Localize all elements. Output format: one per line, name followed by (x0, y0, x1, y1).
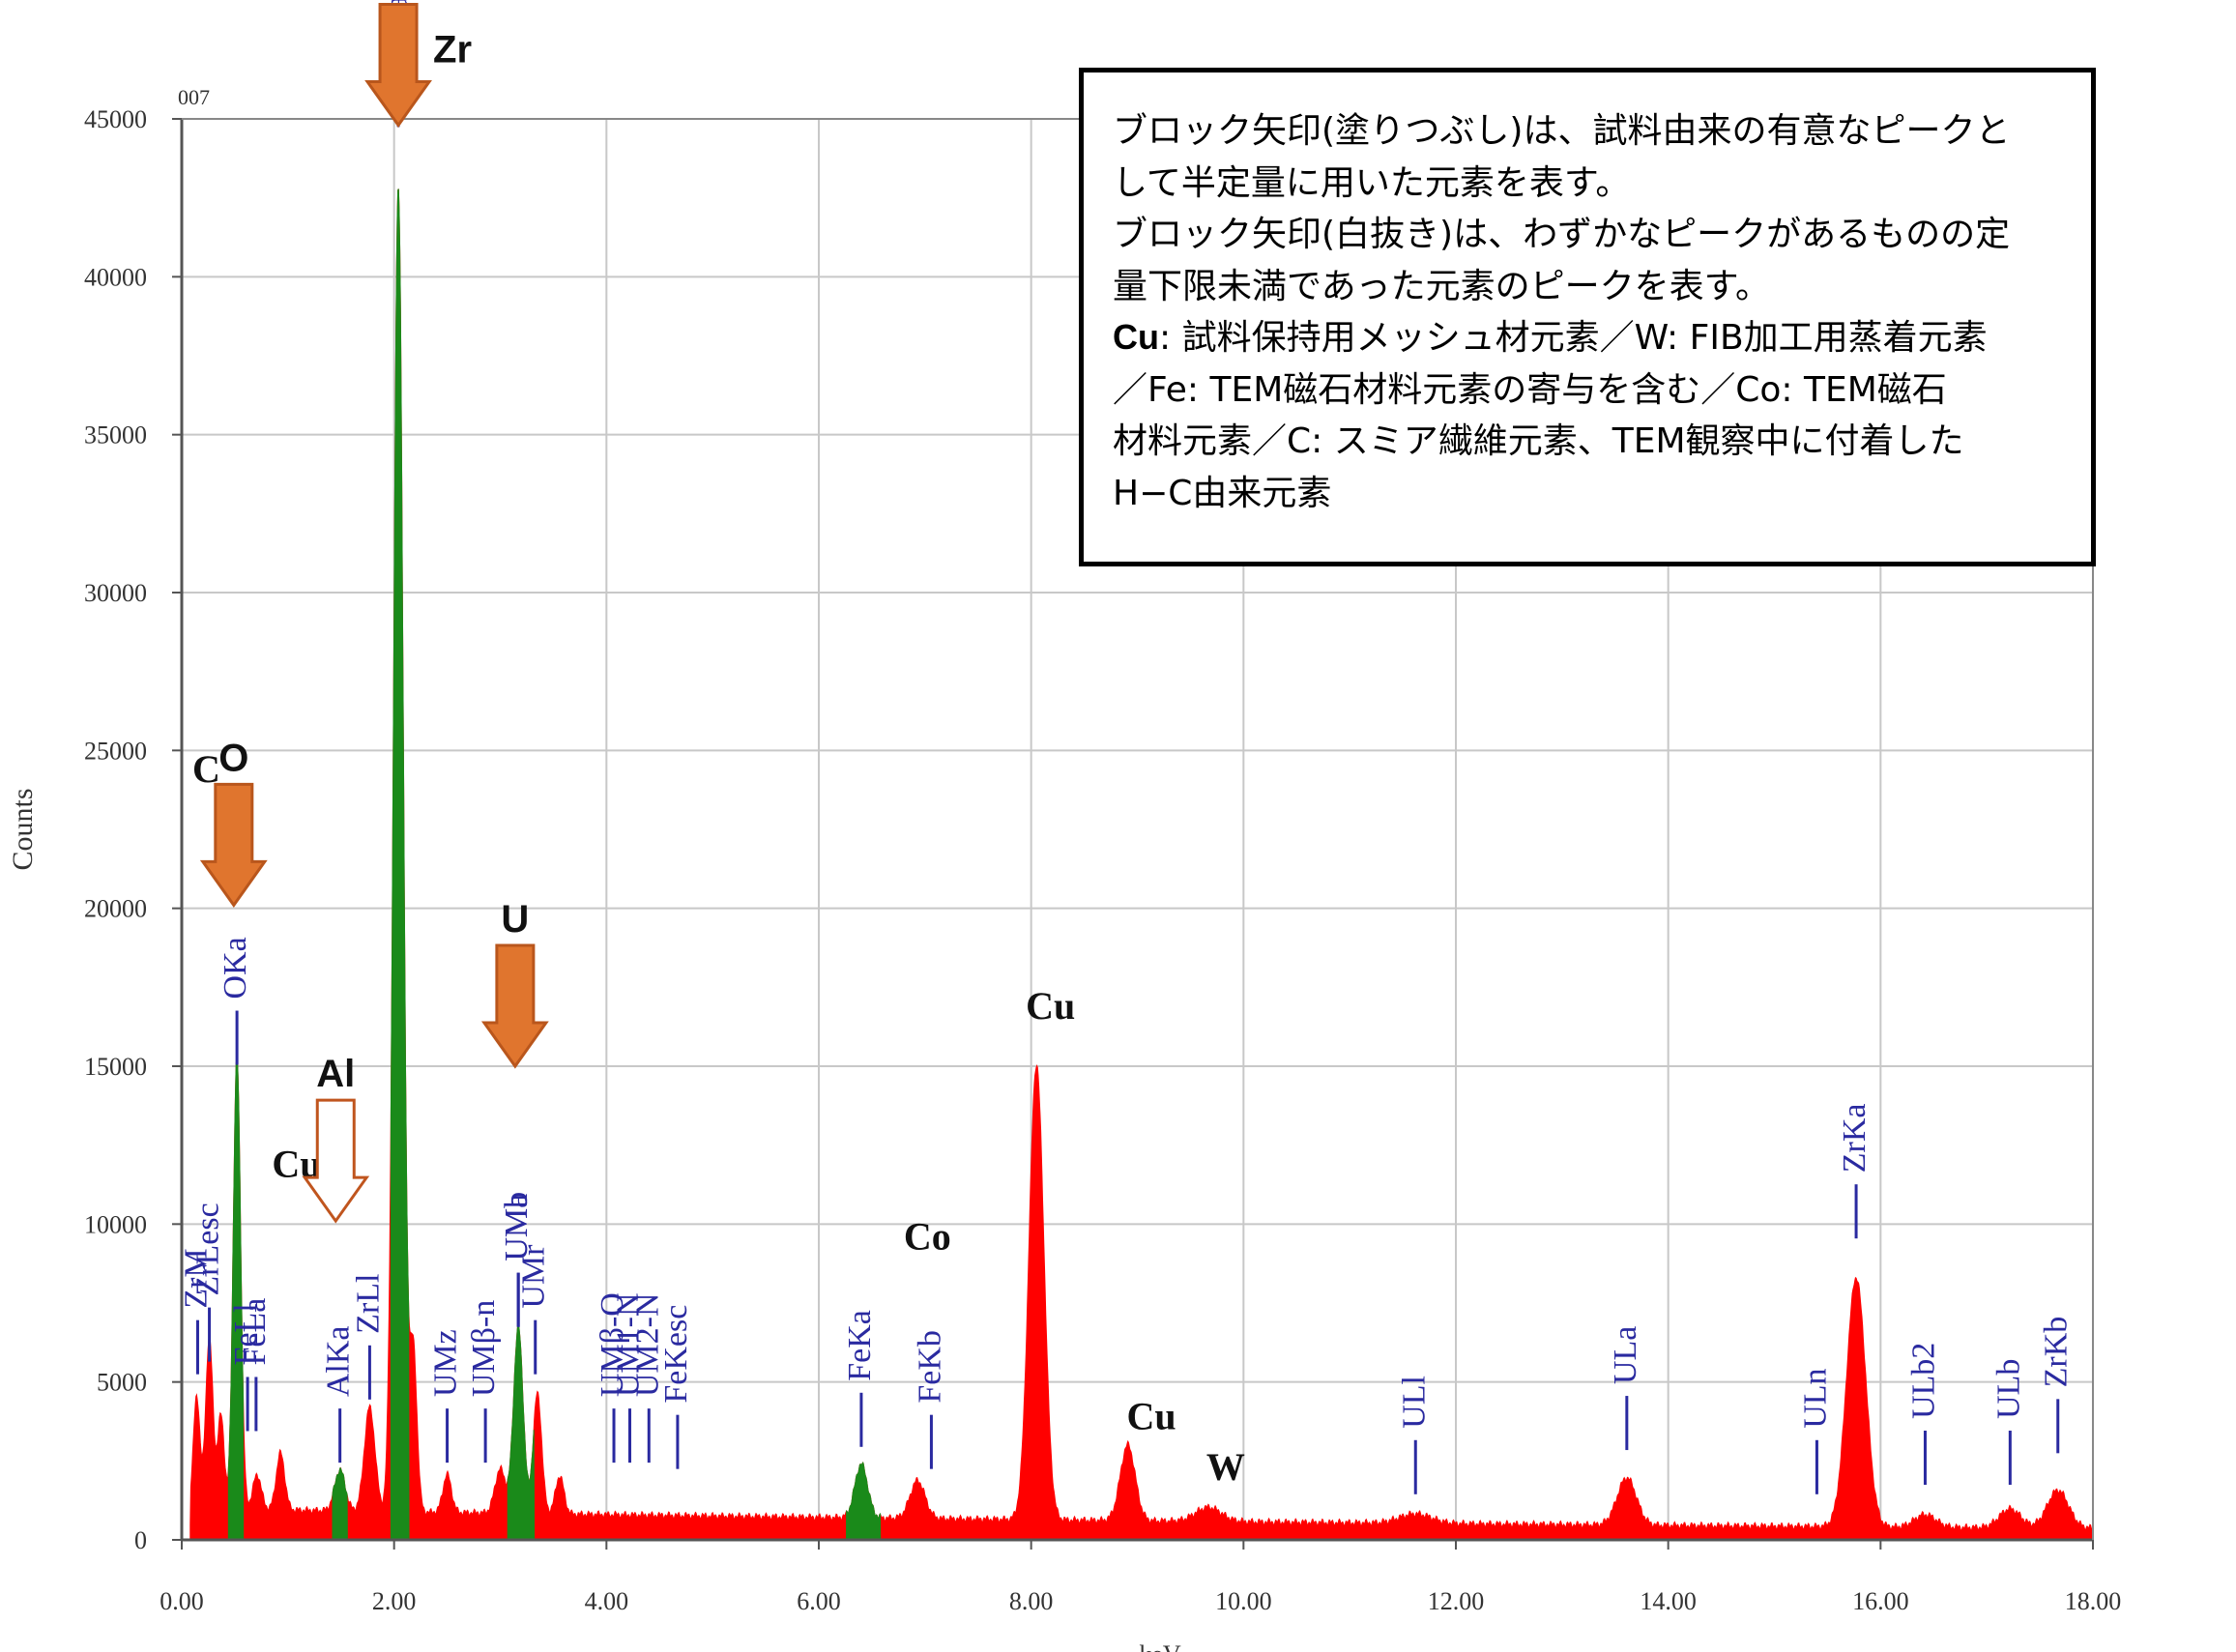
line-marker-label: OKa (218, 937, 253, 999)
line-marker-label: ULa (1608, 1326, 1643, 1384)
y-tick-label: 30000 (84, 579, 147, 607)
line-marker-label: ZrM (178, 1248, 214, 1308)
note-line: 材料元素／C: スミア繊維元素、TEM観察中に付着した (1113, 421, 1964, 461)
x-tick-label: 0.00 (160, 1587, 204, 1615)
y-tick-label: 35000 (84, 421, 147, 449)
line-marker-label: ZrLesc (190, 1203, 226, 1295)
line-marker-label: UMz (428, 1329, 464, 1397)
line-marker-label: UM1-N (610, 1292, 646, 1397)
line-marker-label: UMa (499, 1194, 535, 1261)
x-tick-label: 8.00 (1009, 1587, 1054, 1615)
quantified-peak-area (332, 1466, 348, 1541)
y-axis-title: Counts (7, 788, 39, 870)
note-line: H−C由来元素 (1113, 473, 1332, 513)
x-axis-title: keV (1139, 1640, 1181, 1652)
line-marker-label: UM2-N (629, 1292, 665, 1397)
x-tick-label: 18.00 (2065, 1587, 2122, 1615)
note-line: ブロック矢印(塗りつぶし)は、試料由来の有意なピークと (1113, 111, 2011, 151)
x-tick-label: 2.00 (372, 1587, 417, 1615)
line-marker-label: FeLl (228, 1303, 264, 1365)
line-marker-label: UMβ-O (595, 1292, 630, 1397)
note-line: Cu: 試料保持用メッシュ材元素／W: FIB加工用蒸着元素 (1113, 317, 1988, 358)
line-marker-label: FeKa (842, 1310, 878, 1381)
line-marker-label: ZrLl (350, 1273, 386, 1333)
note-line: ／Fe: TEM磁石材料元素の寄与を含む／Co: TEM磁石 (1113, 369, 1947, 410)
line-marker-label: ZrKb (2039, 1317, 2075, 1388)
filled-block-arrow (364, 3, 432, 129)
quantified-peak-area (227, 1055, 245, 1541)
line-marker-label: UMb (499, 1192, 535, 1261)
quantified-peak-area (507, 1323, 536, 1541)
line-marker-label: ULl (1396, 1376, 1432, 1429)
element-annotation: Cu (1026, 984, 1075, 1028)
x-tick-label: 4.00 (585, 1587, 629, 1615)
line-marker-label: FeKb (912, 1330, 947, 1404)
line-marker-label: FeKesc (658, 1305, 694, 1404)
y-tick-label: 40000 (84, 263, 147, 291)
line-marker-label: ULb (1990, 1359, 2026, 1419)
element-annotation: Co (904, 1214, 951, 1258)
note-line: ブロック矢印(白抜き)は、わずかなピークがあるものの定 (1113, 215, 2011, 254)
y-tick-label: 0 (134, 1526, 147, 1554)
spectrum-layer (189, 188, 2094, 1541)
arrow-element-label: O (218, 737, 248, 779)
y-tick-label: 25000 (84, 737, 147, 765)
filled-block-arrow (480, 943, 549, 1069)
line-marker-label: UMr (516, 1244, 552, 1309)
line-marker-label: ULn (1797, 1368, 1833, 1428)
y-tick-label: 5000 (97, 1369, 147, 1397)
x-tick-label: 10.00 (1215, 1587, 1272, 1615)
y-tick-label: 45000 (84, 105, 147, 133)
filled-block-arrow (199, 782, 268, 908)
element-annotation: W (1206, 1445, 1245, 1489)
line-marker-label: UMβ-n (466, 1300, 502, 1397)
x-tick-label: 14.00 (1640, 1587, 1697, 1615)
y-tick-label: 10000 (84, 1210, 147, 1238)
element-annotation: Cu (1127, 1395, 1176, 1438)
outline-block-arrow (302, 1098, 370, 1224)
line-marker-label: ULb2 (1905, 1343, 1941, 1419)
y-tick-label: 15000 (84, 1053, 147, 1081)
line-marker-label: ZrKa (1837, 1103, 1873, 1173)
quantified-peak-area (846, 1462, 882, 1541)
arrow-element-label: U (501, 898, 529, 941)
arrow-element-label: Zr (433, 29, 472, 72)
x-tick-label: 16.00 (1852, 1587, 1909, 1615)
arrow-element-label: Al (316, 1053, 355, 1095)
note-line: 量下限未満であった元素のピークを表す。 (1113, 266, 1771, 306)
spectrum-area (189, 188, 2094, 1541)
x-tick-label: 12.00 (1428, 1587, 1485, 1615)
quantified-peak-area (390, 188, 410, 1541)
note-box: ブロック矢印(塗りつぶし)は、試料由来の有意なピークと して半定量に用いた元素を… (1079, 68, 2096, 566)
line-marker-label: AlKa (321, 1325, 357, 1397)
line-marker-label: FeLa (237, 1298, 273, 1366)
note-line: して半定量に用いた元素を表す。 (1113, 162, 1631, 203)
axis-layer: 007 keV Counts 0.00 2.00 4.00 6.00 8.00 10.00… (7, 85, 2121, 1652)
panel-id: 007 (178, 85, 210, 109)
y-tick-label: 20000 (84, 895, 147, 923)
x-tick-label: 6.00 (797, 1587, 841, 1615)
